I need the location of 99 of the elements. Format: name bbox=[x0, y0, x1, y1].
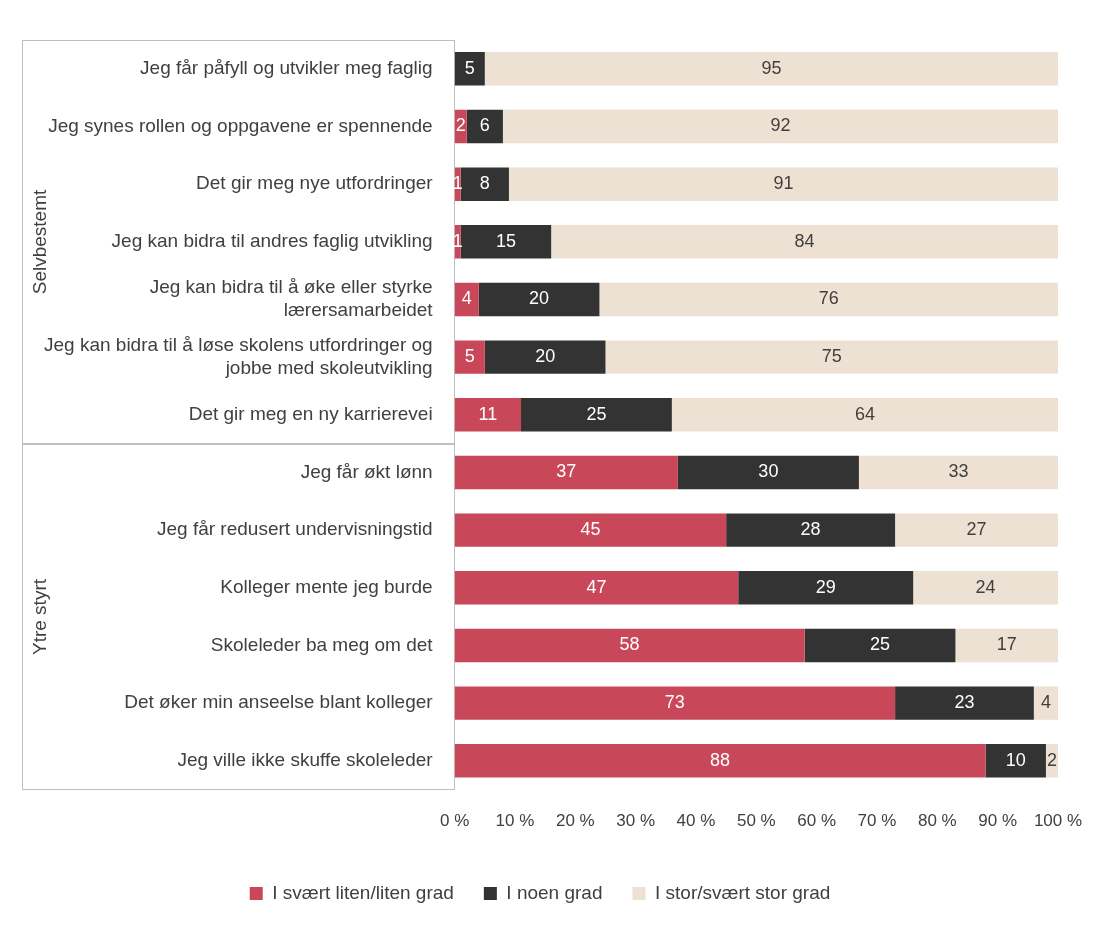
data-label: 92 bbox=[770, 115, 791, 136]
data-label: 84 bbox=[794, 230, 815, 251]
x-tick-label: 90 % bbox=[978, 811, 1018, 831]
bar bbox=[913, 571, 1058, 605]
bar bbox=[454, 455, 678, 490]
text: Ytre styrt bbox=[29, 578, 51, 655]
x-tick-label: 30 % bbox=[616, 811, 656, 831]
data-label: 11 bbox=[478, 403, 498, 424]
bar bbox=[484, 52, 1058, 86]
bar bbox=[454, 282, 479, 317]
y-tick-label: Jeg synes rollen og oppgavene er spennende bbox=[48, 114, 433, 136]
bar bbox=[454, 571, 739, 605]
data-label: 27 bbox=[966, 519, 987, 540]
y-tick-label: Jeg kan bidra til andres faglig utvikling bbox=[111, 230, 433, 252]
data-label: 23 bbox=[954, 692, 975, 713]
text: Selvbestemt bbox=[29, 189, 51, 295]
data-label: 17 bbox=[996, 634, 1017, 655]
data-label: 45 bbox=[580, 519, 601, 540]
y-tick-label: Det gir meg en ny karrierevei bbox=[188, 403, 433, 425]
data-label: 10 bbox=[1005, 749, 1026, 770]
data-label: 29 bbox=[815, 576, 836, 597]
data-label: 73 bbox=[664, 692, 685, 713]
bar bbox=[858, 455, 1058, 490]
bar bbox=[454, 52, 485, 86]
data-label: 75 bbox=[821, 346, 842, 367]
data-label: 15 bbox=[495, 230, 516, 251]
bar bbox=[677, 455, 859, 490]
bar bbox=[955, 628, 1058, 663]
y-tick-label: Jeg får redusert undervisningstid bbox=[156, 518, 433, 540]
bar bbox=[985, 744, 1046, 778]
y-tick-label: Jeg kan bidra til å øke eller styrke lærersamarbeidet bbox=[149, 276, 434, 321]
data-label: 95 bbox=[761, 57, 782, 78]
y-tick-label: Kolleger mente jeg burde bbox=[220, 576, 433, 598]
data-label: 28 bbox=[800, 519, 821, 540]
data-label: 47 bbox=[586, 576, 607, 597]
data-label: 58 bbox=[619, 634, 640, 655]
bar bbox=[605, 340, 1058, 374]
bar bbox=[551, 225, 1058, 259]
data-label: 30 bbox=[758, 461, 779, 482]
bar bbox=[599, 282, 1058, 317]
data-label: 8 bbox=[479, 173, 490, 194]
data-label: 76 bbox=[818, 288, 839, 309]
bar bbox=[460, 225, 552, 259]
bar bbox=[454, 340, 485, 374]
bar bbox=[484, 340, 606, 374]
data-label: 37 bbox=[556, 461, 577, 482]
bar bbox=[804, 628, 956, 663]
x-tick-label: 70 % bbox=[857, 811, 897, 831]
bar bbox=[521, 398, 672, 432]
data-label: 20 bbox=[535, 346, 556, 367]
data-label: 91 bbox=[773, 173, 794, 194]
bar bbox=[478, 282, 600, 317]
bar bbox=[1033, 686, 1058, 720]
data-label: 5 bbox=[464, 57, 475, 78]
data-label: 33 bbox=[948, 461, 969, 482]
data-label: 2 bbox=[1046, 749, 1057, 770]
x-tick-label: 80 % bbox=[917, 811, 957, 831]
bar bbox=[738, 571, 914, 605]
bar bbox=[671, 398, 1058, 432]
data-label: 4 bbox=[461, 288, 472, 309]
y-tick-label: Jeg får økt lønn bbox=[300, 460, 433, 482]
bar bbox=[454, 744, 986, 778]
y-tick-label: Jeg ville ikke skuffe skoleleder bbox=[177, 749, 434, 770]
x-tick-label: 10 % bbox=[495, 811, 535, 831]
legend-label: I noen grad bbox=[506, 881, 603, 903]
bar bbox=[502, 109, 1058, 144]
x-tick-label: 0 % bbox=[440, 811, 470, 831]
y-tick-label: Jeg får påfyll og utvikler meg faglig bbox=[140, 57, 433, 79]
bar bbox=[454, 628, 805, 663]
bar bbox=[466, 109, 503, 144]
y-tick-label: Det gir meg nye utfordringer bbox=[196, 172, 434, 194]
legend-label: I stor/svært stor grad bbox=[655, 881, 831, 903]
bar bbox=[460, 167, 509, 201]
y-tick-label: Det øker min anseelse blant kolleger bbox=[124, 691, 434, 713]
bar bbox=[454, 686, 896, 720]
x-tick-label: 20 % bbox=[555, 811, 595, 831]
legend-label: I svært liten/liten grad bbox=[272, 881, 454, 903]
data-label: 24 bbox=[975, 576, 996, 597]
data-label: 25 bbox=[586, 403, 607, 424]
data-label: 4 bbox=[1040, 692, 1051, 713]
bar bbox=[895, 513, 1058, 547]
bar bbox=[454, 513, 727, 547]
x-tick-label: 60 % bbox=[797, 811, 837, 831]
y-tick-label: Jeg kan bidra til å løse skolens utfordringer og jobbe med skoleutvikling bbox=[43, 333, 433, 378]
data-label: 64 bbox=[854, 403, 875, 424]
data-label: 20 bbox=[529, 288, 550, 309]
x-tick-label: 40 % bbox=[676, 811, 716, 831]
y-tick-label: Skoleleder ba meg om det bbox=[210, 633, 434, 655]
bar bbox=[508, 167, 1058, 201]
bar bbox=[895, 686, 1034, 720]
data-label: 88 bbox=[710, 749, 731, 770]
data-label: 25 bbox=[870, 634, 891, 655]
data-label: 2 bbox=[455, 115, 466, 136]
data-label: 6 bbox=[479, 115, 490, 136]
bar bbox=[454, 398, 522, 432]
x-tick-label: 100 % bbox=[1033, 811, 1083, 831]
x-tick-label: 50 % bbox=[736, 811, 776, 831]
data-label: 5 bbox=[464, 346, 475, 367]
bar bbox=[726, 513, 896, 547]
